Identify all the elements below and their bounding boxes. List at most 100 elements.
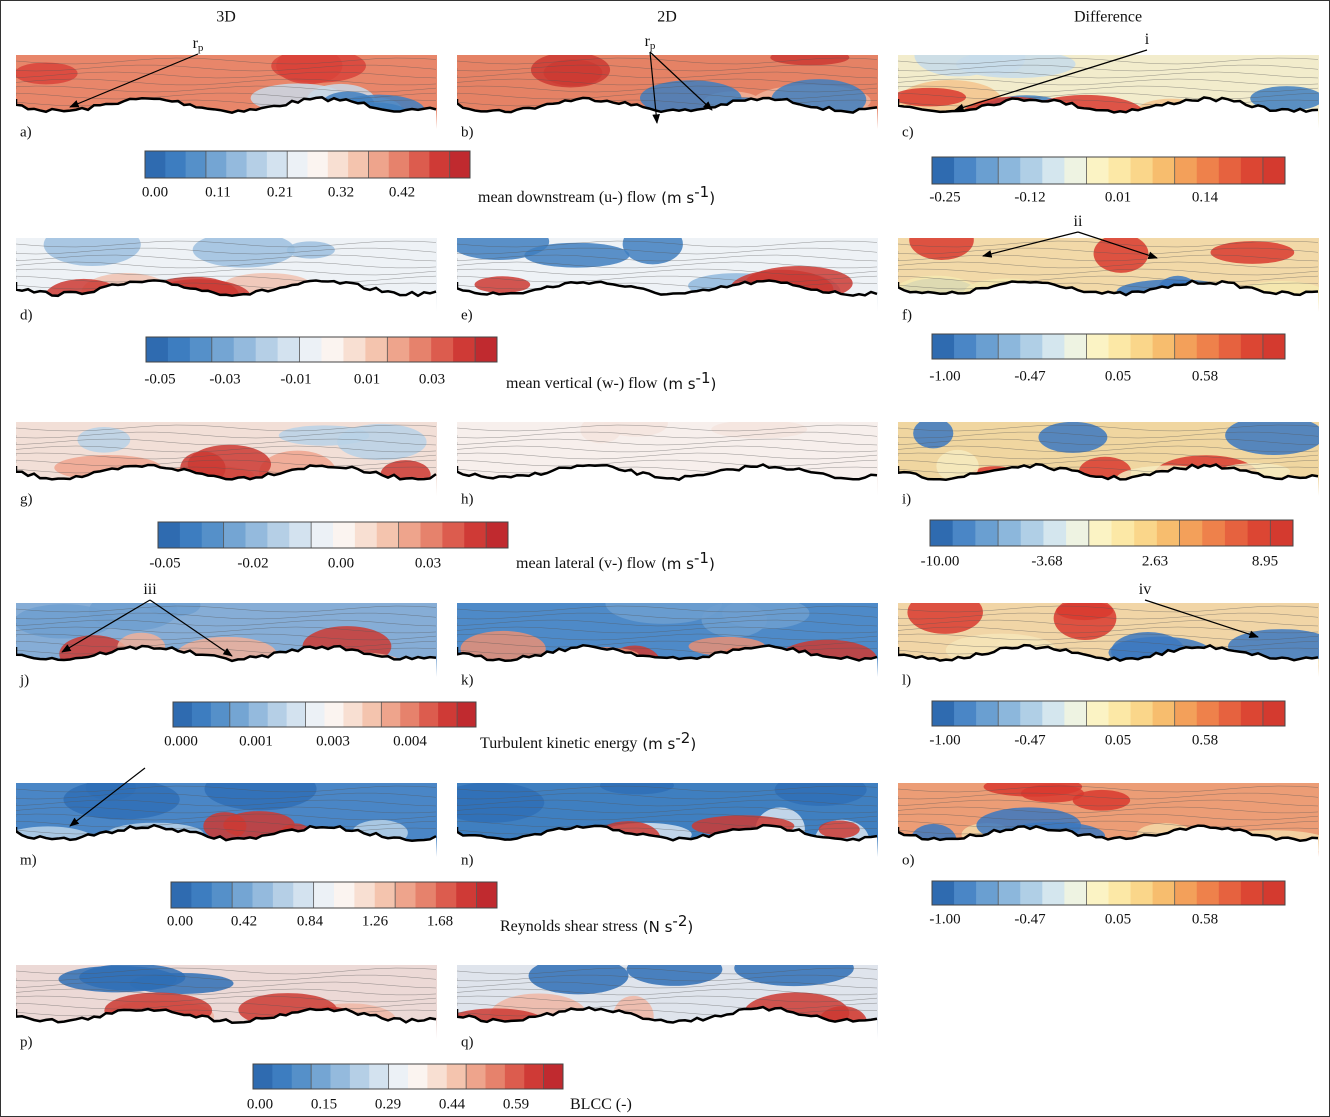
colorbar-cell [333,522,356,548]
difference-colorbar [931,156,1286,185]
colorbar-caption: mean downstream (u-) flow (m s-1) [478,183,715,207]
colorbar [157,521,509,549]
unit: (m s [661,555,694,573]
unit: ) [709,555,715,573]
colorbar-cell [369,1064,390,1089]
colorbar-cell [1262,157,1286,184]
colorbar-cell [1218,157,1242,184]
contour-panel [898,783,1319,857]
contour-line [898,438,1319,446]
colorbar-tick-label: 0.42 [389,184,415,200]
colorbar-cell [1086,157,1109,184]
contour-line [16,275,437,283]
colorbar-cell [1196,701,1220,726]
colorbar-frame [172,701,477,728]
colorbar-tick-label: 0.05 [1105,732,1131,748]
contour-blob [1210,241,1295,264]
contour-line [16,268,437,276]
colorbar-cell [398,522,421,548]
colorbar-cell [1196,334,1220,359]
colorbar-cell [307,151,329,178]
colorbar-caption: mean vertical (w-) flow (m s-1) [506,369,716,393]
unit-exponent: -2 [672,912,687,930]
colorbar-cell [456,882,478,908]
bed-line [457,644,878,662]
difference-colorbar [931,333,1286,360]
colorbar-cell [1179,520,1203,546]
contour-line [898,619,1319,627]
contour-line [16,57,437,65]
contour-line [898,445,1319,453]
colorbar-cell [1240,701,1264,726]
colorbar-cell [368,151,390,178]
colorbar-cell [1152,701,1176,726]
column-header: 3D [216,9,236,26]
colorbar-cell [1196,157,1220,184]
contour-line [457,820,878,828]
bed-line [457,463,878,482]
colorbar-cell [387,337,410,362]
colorbar-cell [1152,157,1176,184]
panel-body [898,783,1319,857]
contour-panel [457,783,878,857]
contour-line [457,78,878,86]
colorbar-cell [277,337,301,362]
panel-label: d) [20,307,33,323]
colorbar-tick-label: -1.00 [929,911,960,927]
colorbar-cell [189,337,213,362]
contour-blob [818,820,860,839]
contour-line [457,785,878,793]
colorbar-cell [486,522,509,548]
panel-body [457,55,878,129]
contour-line [898,99,1319,107]
contour-blob [43,238,141,266]
contour-line [898,254,1319,262]
annotation: rp [645,33,656,52]
colorbar-cell [427,1064,448,1089]
colorbar-tick-label: 0.001 [239,733,273,749]
contour-panel [898,55,1319,129]
unit-exponent: -1 [694,549,709,567]
caption-text: mean downstream (u-) flow [478,189,657,206]
colorbar-cell [932,881,955,905]
contour-line [457,619,878,627]
colorbar-tick-label: 0.21 [267,184,293,200]
colorbar-cell [1020,881,1043,905]
colorbar-cell [1108,881,1132,905]
contour-line [457,71,878,79]
contour-panel [457,965,878,1039]
colorbar-frame [931,880,1286,906]
contour-line [898,78,1319,86]
colorbar-tick-label: 0.00 [247,1096,273,1112]
colorbar-cell [429,151,451,178]
bed-line [16,96,437,114]
contour-line [898,647,1319,655]
contour-line [16,813,437,821]
colorbar-cell [158,522,181,548]
colorbar-tick-label: -0.47 [1014,732,1046,748]
colorbar-cell [998,157,1021,184]
colorbar-caption: Reynolds shear stress (N s-2) [500,912,693,936]
colorbar-cell [998,881,1021,905]
colorbar [172,701,477,728]
annotation-sub: p [650,40,656,52]
contour-line [16,605,437,613]
annotation-text: iv [1139,581,1151,598]
colorbar-cell [1130,157,1154,184]
colorbar-tick-label: 0.05 [1105,911,1131,927]
colorbar-cell [932,157,955,184]
colorbar-cell [324,702,344,727]
colorbar-cell [1108,701,1132,726]
contour-line [16,799,437,807]
unit: (m s [662,375,695,393]
colorbar-cell [252,882,274,908]
contour-blob [271,55,366,83]
caption-text: Reynolds shear stress [500,918,638,935]
colorbar-tick-label: 0.58 [1192,911,1218,927]
bed [16,464,437,496]
colorbar-tick-label: 1.26 [362,913,389,929]
bed-line [457,279,878,297]
contour-line [16,988,437,996]
contour-line [898,71,1319,79]
colorbar-cell [1064,157,1087,184]
